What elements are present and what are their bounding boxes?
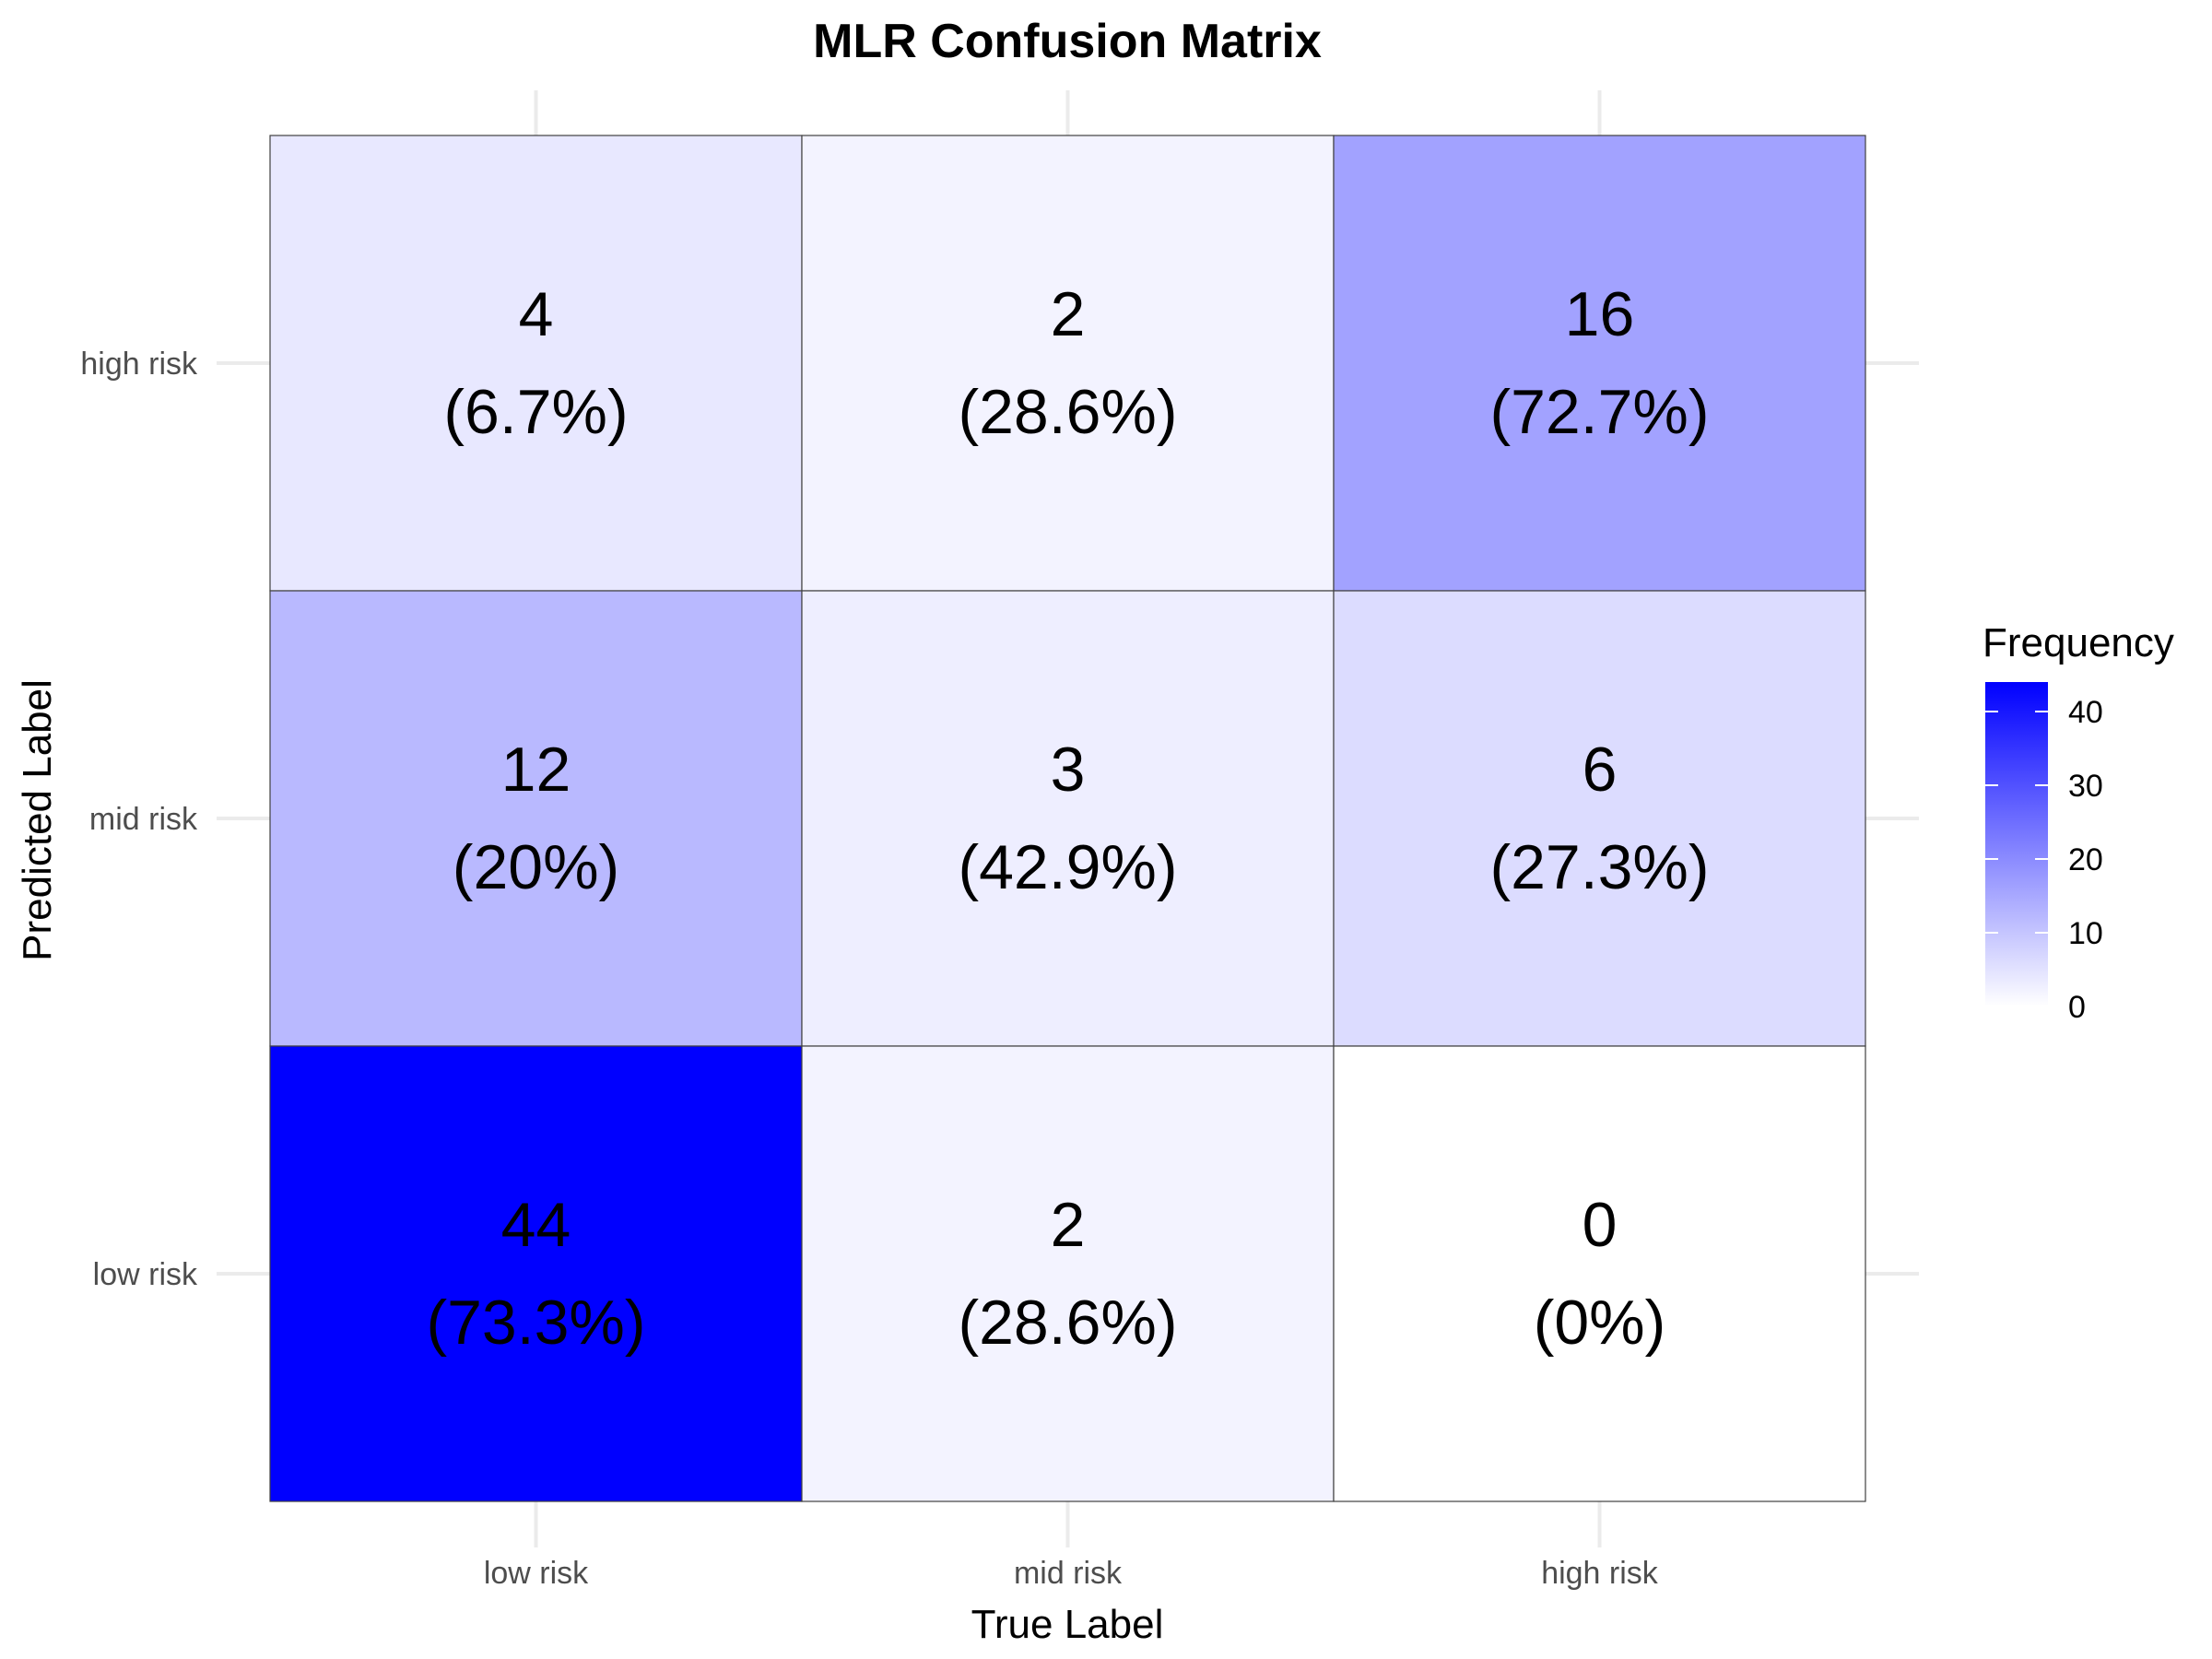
cell-percent-label: (28.6%)	[958, 377, 1177, 447]
axis-ticks: low risk mid risk high risk low risk mid ris…	[80, 347, 1658, 1591]
heatmap-cell	[801, 590, 1335, 1047]
y-tick-label: high risk	[80, 347, 198, 382]
legend-title: Frequency	[1983, 620, 2174, 665]
heatmap-cell	[1333, 590, 1866, 1047]
legend-colorbar	[1985, 682, 2048, 1006]
cell-labels: 4 (6.7%) 2 (28.6%) 16 (72.7%) 12 (20%) 3 (42.9%) 6…	[426, 279, 1709, 1358]
y-tick-label: mid risk	[89, 802, 198, 837]
cell-percent-label: (72.7%)	[1489, 377, 1709, 447]
heatmap-cell	[269, 590, 803, 1047]
heatmap-cell	[1333, 1045, 1866, 1502]
cell-count-label: 16	[1565, 279, 1635, 349]
cell-count-label: 2	[1051, 1190, 1086, 1260]
legend-tick-label: 10	[2068, 916, 2103, 951]
cell-count-label: 2	[1051, 279, 1086, 349]
x-axis-title: True Label	[971, 1602, 1164, 1647]
legend-ticks: 0 10 20 30 40	[1985, 695, 2103, 1025]
cell-percent-label: (6.7%)	[443, 377, 628, 447]
frequency-legend: Frequency 0 10 20 30 40	[1983, 620, 2174, 1025]
heatmap-cell	[269, 1045, 803, 1502]
legend-tick-label: 20	[2068, 842, 2103, 877]
chart-title: MLR Confusion Matrix	[813, 15, 1322, 68]
cell-percent-label: (20%)	[453, 832, 619, 902]
y-axis-title: Predicted Label	[15, 679, 60, 961]
cell-count-label: 4	[519, 279, 554, 349]
cell-percent-label: (0%)	[1534, 1288, 1666, 1358]
cell-count-label: 6	[1583, 735, 1618, 805]
heatmap-cell	[801, 1045, 1335, 1502]
cell-count-label: 12	[501, 735, 571, 805]
heatmap-cell	[1333, 135, 1866, 592]
x-tick-label: high risk	[1541, 1556, 1659, 1591]
cell-percent-label: (73.3%)	[426, 1288, 645, 1358]
cell-count-label: 3	[1051, 735, 1086, 805]
x-tick-label: low risk	[484, 1556, 589, 1591]
heatmap-cell	[269, 135, 803, 592]
legend-tick-label: 40	[2068, 695, 2103, 730]
legend-tick-label: 0	[2068, 990, 2086, 1025]
heatmap-cell	[801, 135, 1335, 592]
cell-count-label: 0	[1583, 1190, 1618, 1260]
cell-percent-label: (27.3%)	[1489, 832, 1709, 902]
legend-tick-label: 30	[2068, 769, 2103, 804]
heatmap-cells	[269, 135, 1866, 1502]
x-tick-label: mid risk	[1014, 1556, 1123, 1591]
cell-percent-label: (42.9%)	[958, 832, 1177, 902]
cell-count-label: 44	[501, 1190, 571, 1260]
y-tick-label: low risk	[93, 1257, 198, 1292]
cell-percent-label: (28.6%)	[958, 1288, 1177, 1358]
